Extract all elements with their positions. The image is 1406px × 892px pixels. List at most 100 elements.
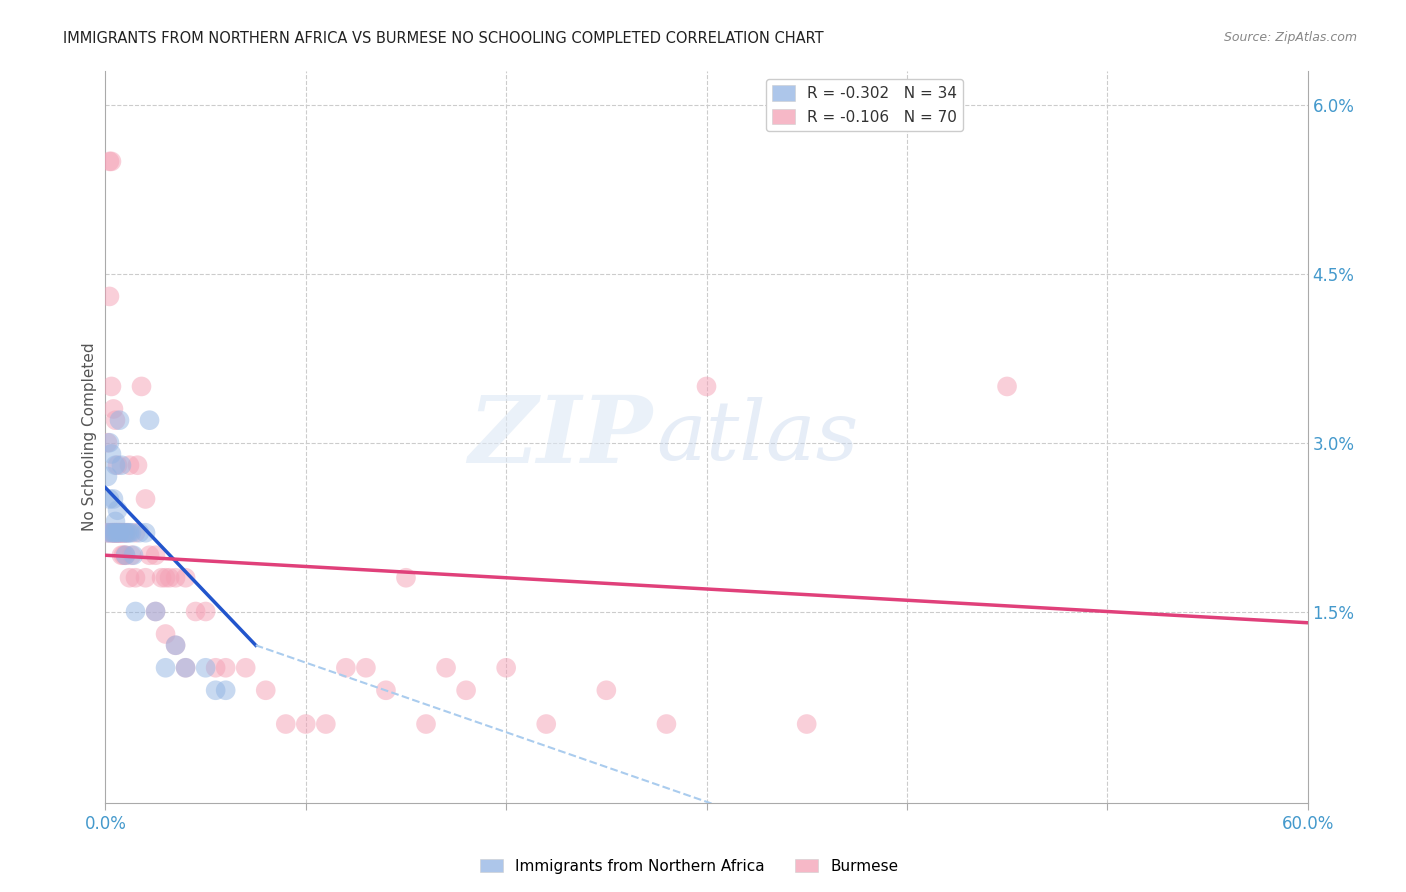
Point [335,661,357,675]
Point [108,525,131,540]
Point [534,717,557,731]
Point [155,571,177,585]
Point [98,289,121,303]
Point [274,717,297,731]
Point [696,379,718,393]
Point [124,571,146,585]
Point [121,548,143,562]
Point [165,638,187,652]
Point [174,661,197,675]
Point [96,525,118,540]
Point [295,717,318,731]
Point [100,447,122,461]
Point [174,661,197,675]
Point [104,413,127,427]
Point [104,525,127,540]
Point [117,525,139,540]
Point [118,458,141,473]
Point [374,683,398,698]
Point [98,491,121,506]
Point [104,525,127,540]
Point [96,525,118,540]
Point [110,458,132,473]
Point [100,525,122,540]
Point [103,525,125,540]
Y-axis label: No Schooling Completed: No Schooling Completed [82,343,97,532]
Point [96,435,118,450]
Point [135,525,157,540]
Point [434,661,457,675]
Point [110,525,132,540]
Point [107,525,129,540]
Point [108,413,131,427]
Point [98,435,121,450]
Point [655,717,678,731]
Point [150,571,173,585]
Point [128,525,150,540]
Point [138,548,160,562]
Point [107,525,129,540]
Point [131,379,153,393]
Point [104,515,127,529]
Point [104,525,127,540]
Point [214,683,236,698]
Point [103,491,125,506]
Point [121,525,143,540]
Text: Source: ZipAtlas.com: Source: ZipAtlas.com [1223,31,1357,45]
Point [100,379,122,393]
Point [174,571,197,585]
Point [204,661,226,675]
Point [112,525,135,540]
Point [135,491,157,506]
Point [98,154,121,169]
Point [127,458,149,473]
Point [155,661,177,675]
Point [454,683,477,698]
Text: atlas: atlas [657,397,859,477]
Point [108,525,131,540]
Point [395,571,418,585]
Point [107,503,129,517]
Point [796,717,818,731]
Point [107,525,129,540]
Point [122,548,145,562]
Point [415,717,437,731]
Text: ZIP: ZIP [468,392,652,482]
Point [165,638,187,652]
Point [214,661,236,675]
Point [114,525,136,540]
Point [159,571,181,585]
Point [114,548,136,562]
Point [107,458,129,473]
Text: IMMIGRANTS FROM NORTHERN AFRICA VS BURMESE NO SCHOOLING COMPLETED CORRELATION CH: IMMIGRANTS FROM NORTHERN AFRICA VS BURME… [63,31,824,46]
Point [114,548,136,562]
Point [354,661,377,675]
Point [112,548,135,562]
Point [595,683,617,698]
Point [254,683,277,698]
Point [165,571,187,585]
Legend: R = -0.302   N = 34, R = -0.106   N = 70: R = -0.302 N = 34, R = -0.106 N = 70 [766,79,963,131]
Point [118,571,141,585]
Point [103,525,125,540]
Point [315,717,337,731]
Point [110,525,132,540]
Point [96,469,118,483]
Point [995,379,1018,393]
Point [194,661,217,675]
Point [135,571,157,585]
Point [204,683,226,698]
Point [117,525,139,540]
Point [104,458,127,473]
Point [145,548,167,562]
Legend: Immigrants from Northern Africa, Burmese: Immigrants from Northern Africa, Burmese [474,853,904,880]
Point [194,605,217,619]
Point [138,413,160,427]
Point [495,661,517,675]
Point [118,525,141,540]
Point [155,627,177,641]
Point [112,525,135,540]
Point [124,605,146,619]
Point [108,525,131,540]
Point [100,154,122,169]
